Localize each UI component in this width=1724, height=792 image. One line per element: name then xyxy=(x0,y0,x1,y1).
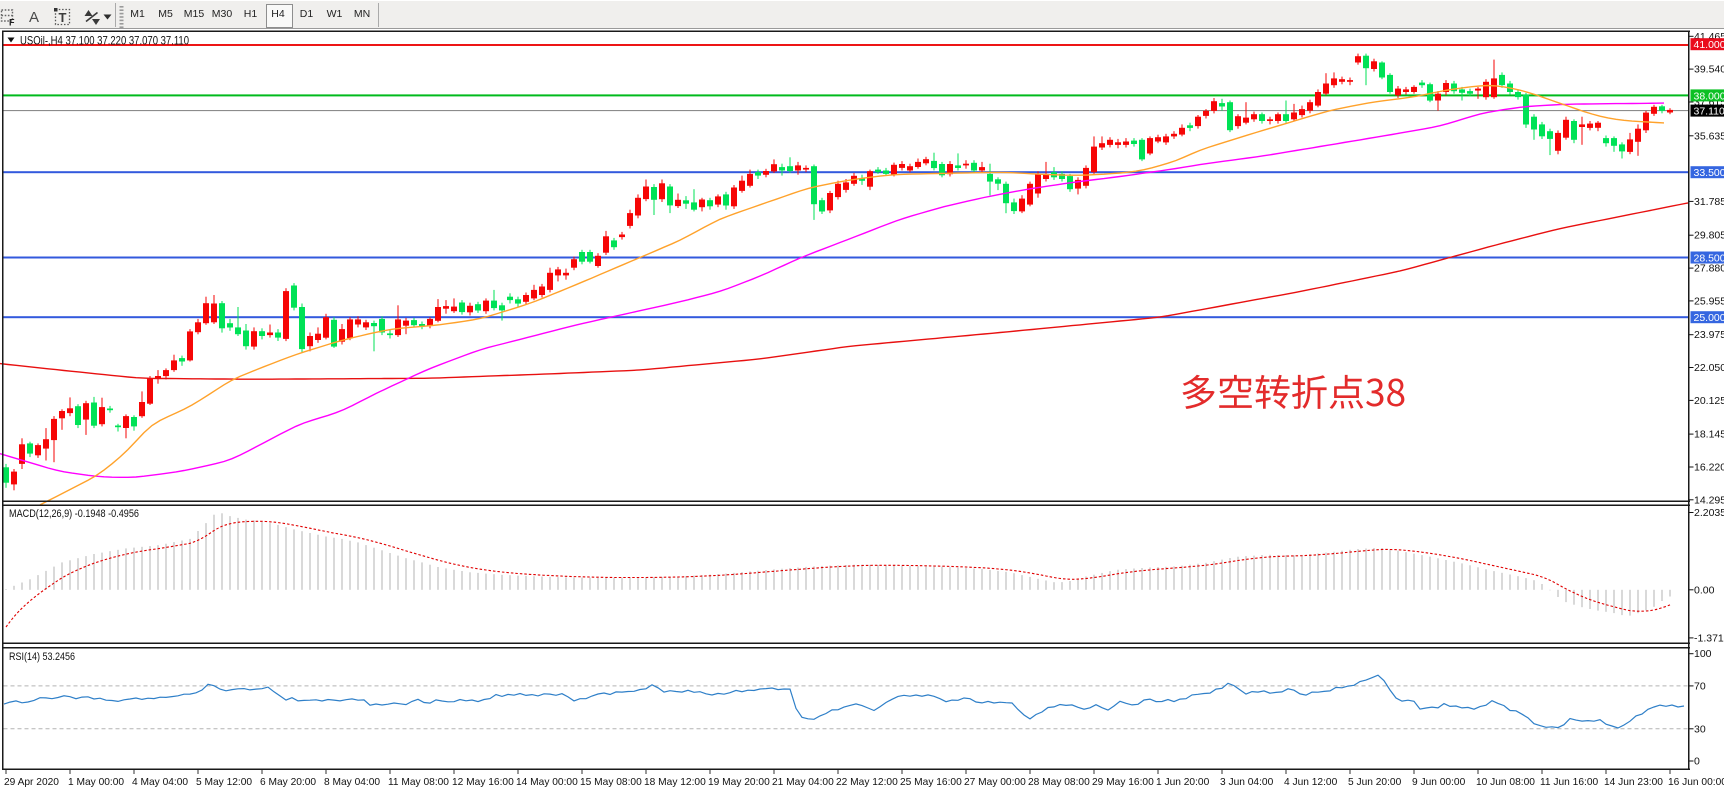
svg-text:28 May 08:00: 28 May 08:00 xyxy=(1028,777,1090,788)
svg-text:5 Jun 20:00: 5 Jun 20:00 xyxy=(1348,777,1402,788)
svg-text:37.110: 37.110 xyxy=(1694,106,1724,118)
svg-text:11 May 08:00: 11 May 08:00 xyxy=(388,777,449,788)
svg-text:18 May 12:00: 18 May 12:00 xyxy=(644,777,706,788)
svg-text:9 Jun 00:00: 9 Jun 00:00 xyxy=(1412,777,1466,788)
svg-text:4 May 04:00: 4 May 04:00 xyxy=(132,777,188,788)
svg-text:1 Jun 20:00: 1 Jun 20:00 xyxy=(1156,777,1210,788)
svg-text:20.125: 20.125 xyxy=(1694,395,1724,407)
svg-text:31.785: 31.785 xyxy=(1694,196,1724,208)
svg-text:-1.3718: -1.3718 xyxy=(1694,632,1724,644)
svg-text:5 May 12:00: 5 May 12:00 xyxy=(196,777,252,788)
svg-text:23.975: 23.975 xyxy=(1694,329,1724,341)
svg-text:25.955: 25.955 xyxy=(1694,295,1724,307)
svg-text:3 Jun 04:00: 3 Jun 04:00 xyxy=(1220,777,1274,788)
svg-text:39.540: 39.540 xyxy=(1694,64,1724,76)
svg-text:33.500: 33.500 xyxy=(1694,167,1724,179)
svg-text:10 Jun 08:00: 10 Jun 08:00 xyxy=(1476,777,1535,788)
svg-text:T: T xyxy=(59,10,67,25)
svg-text:29.805: 29.805 xyxy=(1694,230,1724,242)
svg-text:27.880: 27.880 xyxy=(1694,263,1724,275)
svg-text:41.000: 41.000 xyxy=(1694,39,1724,51)
svg-text:29 Apr 2020: 29 Apr 2020 xyxy=(4,777,59,788)
svg-text:F: F xyxy=(9,18,15,28)
svg-text:0: 0 xyxy=(1694,756,1700,768)
svg-text:0.00: 0.00 xyxy=(1694,584,1715,596)
svg-text:38.000: 38.000 xyxy=(1694,90,1724,102)
svg-text:1 May 00:00: 1 May 00:00 xyxy=(68,777,124,788)
svg-text:100: 100 xyxy=(1694,648,1712,660)
svg-text:MACD(12,26,9) -0.1948 -0.4956: MACD(12,26,9) -0.1948 -0.4956 xyxy=(9,508,139,520)
svg-text:14 May 00:00: 14 May 00:00 xyxy=(516,777,578,788)
svg-text:16.220: 16.220 xyxy=(1694,462,1724,474)
svg-text:18.145: 18.145 xyxy=(1694,429,1724,441)
svg-text:4 Jun 12:00: 4 Jun 12:00 xyxy=(1284,777,1338,788)
svg-text:RSI(14) 53.2456: RSI(14) 53.2456 xyxy=(9,651,75,663)
svg-text:14.295: 14.295 xyxy=(1694,494,1724,506)
svg-text:21 May 04:00: 21 May 04:00 xyxy=(772,777,834,788)
svg-text:25 May 16:00: 25 May 16:00 xyxy=(900,777,962,788)
svg-text:12 May 16:00: 12 May 16:00 xyxy=(452,777,514,788)
svg-text:22.050: 22.050 xyxy=(1694,362,1724,374)
svg-text:30: 30 xyxy=(1694,723,1706,735)
svg-text:USOil-,H4 37.100 37.220 37.07: USOil-,H4 37.100 37.220 37.070 37.110 xyxy=(20,34,189,48)
svg-text:28.500: 28.500 xyxy=(1694,253,1724,265)
svg-text:11 Jun 16:00: 11 Jun 16:00 xyxy=(1540,777,1598,788)
svg-text:A: A xyxy=(29,9,39,26)
svg-text:6 May 20:00: 6 May 20:00 xyxy=(260,777,316,788)
svg-text:8 May 04:00: 8 May 04:00 xyxy=(324,777,380,788)
svg-text:25.000: 25.000 xyxy=(1694,312,1724,324)
svg-text:15 May 08:00: 15 May 08:00 xyxy=(580,777,642,788)
svg-text:27 May 00:00: 27 May 00:00 xyxy=(964,777,1026,788)
svg-text:19 May 20:00: 19 May 20:00 xyxy=(708,777,770,788)
svg-text:70: 70 xyxy=(1694,680,1706,692)
svg-text:35.635: 35.635 xyxy=(1694,130,1724,142)
svg-text:22 May 12:00: 22 May 12:00 xyxy=(836,777,898,788)
svg-text:29 May 16:00: 29 May 16:00 xyxy=(1092,777,1154,788)
svg-text:14 Jun 23:00: 14 Jun 23:00 xyxy=(1604,777,1663,788)
svg-text:2.2035: 2.2035 xyxy=(1694,507,1724,519)
svg-text:16 Jun 00:00: 16 Jun 00:00 xyxy=(1668,777,1724,788)
